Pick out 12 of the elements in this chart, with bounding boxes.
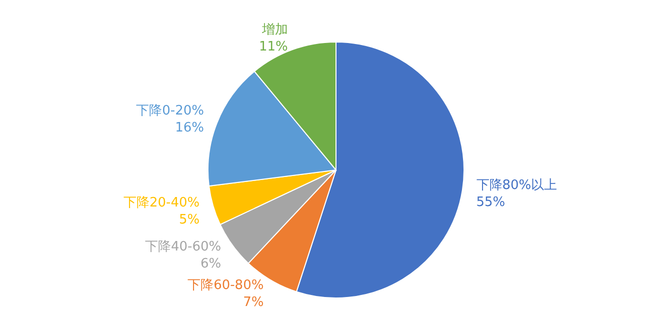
slice-label: 下降40-60% <box>144 239 222 254</box>
data-label: 16% <box>175 120 204 136</box>
slice-label: 下降20-40% <box>124 196 200 211</box>
data-label: 6% <box>200 256 222 272</box>
slice-label: 下降80%以上 <box>476 178 558 194</box>
data-label: 7% <box>243 295 264 310</box>
slice-label: 增加 <box>260 22 288 38</box>
slice-label: 下降60-80% <box>188 278 264 294</box>
slice-label: 下降0-20% <box>136 104 204 119</box>
data-label: 11% <box>258 39 288 54</box>
data-label: 5% <box>179 212 200 228</box>
data-label: 55% <box>476 195 506 210</box>
